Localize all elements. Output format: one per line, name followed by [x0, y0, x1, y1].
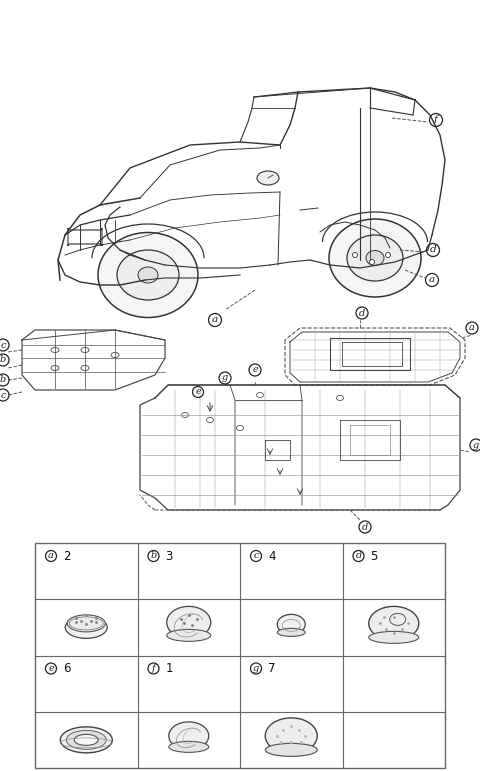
- Circle shape: [370, 260, 374, 264]
- Ellipse shape: [65, 616, 107, 638]
- Text: a: a: [469, 324, 475, 332]
- Ellipse shape: [167, 606, 211, 638]
- Ellipse shape: [277, 628, 305, 636]
- Ellipse shape: [369, 606, 419, 641]
- Text: c: c: [0, 341, 6, 349]
- Ellipse shape: [74, 734, 98, 746]
- Text: d: d: [355, 551, 361, 561]
- Ellipse shape: [347, 235, 403, 281]
- Text: g: g: [253, 664, 259, 673]
- Text: f: f: [152, 664, 156, 673]
- Ellipse shape: [169, 722, 209, 750]
- Ellipse shape: [329, 219, 421, 297]
- Text: 5: 5: [371, 550, 378, 563]
- Ellipse shape: [265, 718, 317, 754]
- Text: d: d: [430, 245, 436, 254]
- Ellipse shape: [366, 251, 384, 265]
- Ellipse shape: [60, 727, 112, 752]
- Text: b: b: [150, 551, 156, 561]
- Ellipse shape: [257, 171, 279, 185]
- Ellipse shape: [67, 615, 105, 632]
- Ellipse shape: [265, 743, 317, 756]
- Text: b: b: [0, 355, 6, 365]
- Text: b: b: [0, 375, 6, 385]
- Text: g: g: [222, 373, 228, 382]
- Ellipse shape: [169, 742, 209, 752]
- Text: d: d: [362, 523, 368, 531]
- Text: a: a: [212, 315, 218, 325]
- Text: e: e: [252, 365, 258, 375]
- Text: a: a: [48, 551, 54, 561]
- Text: 3: 3: [166, 550, 173, 563]
- Text: e: e: [48, 664, 54, 673]
- Bar: [35, 543, 445, 768]
- Text: g: g: [473, 440, 479, 449]
- Text: c: c: [253, 551, 259, 561]
- Text: 1: 1: [166, 662, 173, 675]
- Circle shape: [385, 252, 391, 258]
- Ellipse shape: [98, 233, 198, 318]
- Ellipse shape: [138, 267, 158, 283]
- Ellipse shape: [369, 631, 419, 643]
- Text: 2: 2: [63, 550, 71, 563]
- Ellipse shape: [167, 629, 211, 641]
- Text: c: c: [0, 390, 6, 399]
- Circle shape: [352, 252, 358, 258]
- Text: 4: 4: [268, 550, 276, 563]
- Text: f: f: [434, 116, 438, 124]
- Text: 7: 7: [268, 662, 276, 675]
- Text: 6: 6: [63, 662, 71, 675]
- Text: e: e: [195, 388, 201, 396]
- Ellipse shape: [66, 730, 106, 749]
- Text: a: a: [429, 275, 435, 284]
- Ellipse shape: [117, 250, 179, 300]
- Text: d: d: [359, 308, 365, 318]
- Ellipse shape: [277, 614, 305, 635]
